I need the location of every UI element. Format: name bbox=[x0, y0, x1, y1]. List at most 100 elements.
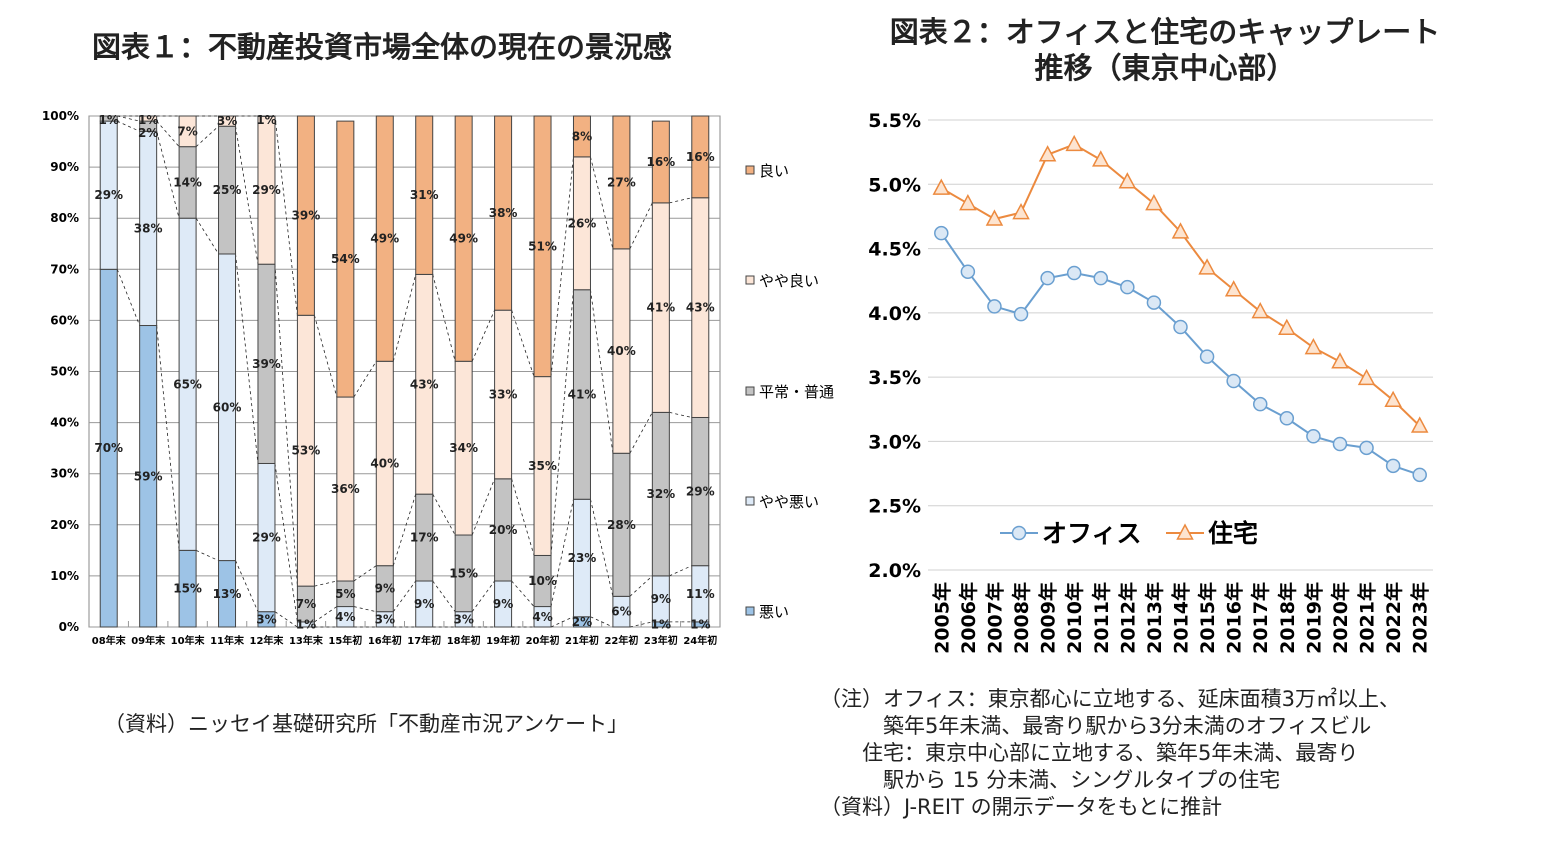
chart1-connector-line bbox=[117, 115, 140, 122]
chart1-data-label: 29% bbox=[252, 531, 281, 545]
chart1-connector-line bbox=[550, 499, 574, 607]
chart2-data-point bbox=[985, 209, 1004, 226]
chart1-data-label: 43% bbox=[410, 377, 439, 391]
chart2-xtick-label: 2009年 bbox=[1037, 582, 1060, 654]
chart1-connector-line bbox=[629, 202, 653, 250]
chart1-data-label: 53% bbox=[292, 444, 321, 458]
chart1-data-label: 49% bbox=[449, 232, 478, 246]
chart1-data-label: 5% bbox=[335, 587, 355, 601]
chart1-connector-line bbox=[550, 156, 574, 377]
chart1-legend-swatch bbox=[745, 606, 755, 616]
chart2-data-point bbox=[1146, 295, 1162, 310]
chart2-xtick-label: 2006年 bbox=[957, 582, 980, 654]
chart1-bar-segment bbox=[612, 115, 631, 250]
chart1-data-label: 8% bbox=[572, 129, 592, 143]
chart1-data-label: 1% bbox=[651, 617, 671, 631]
chart1-data-label: 9% bbox=[375, 582, 395, 596]
chart1-bar-segment bbox=[257, 115, 276, 117]
note-line: （注）オフィス：東京都心に立地する、延床面積3万㎡以上、 bbox=[820, 687, 1400, 711]
chart1-bar-segment bbox=[99, 115, 118, 122]
chart1-data-label: 17% bbox=[410, 531, 439, 545]
chart1-ytick-label: 90% bbox=[50, 160, 79, 174]
note-line: 住宅：東京中心部に立地する、築年5年未満、最寄り bbox=[820, 741, 1359, 765]
chart2-data-point bbox=[1226, 373, 1241, 389]
chart1-connector-line bbox=[353, 361, 377, 398]
chart2-data-point bbox=[959, 193, 977, 211]
chart1-data-label: 29% bbox=[686, 485, 715, 499]
chart1-connector-line bbox=[314, 606, 338, 623]
chart1-bar-segment bbox=[415, 115, 434, 275]
chart2-data-point bbox=[1038, 145, 1057, 162]
chart1-ytick-label: 20% bbox=[50, 518, 79, 532]
chart2-xtick-label: 2008年 bbox=[1010, 582, 1033, 654]
chart1-legend-label: やや良い bbox=[759, 272, 819, 290]
chart1-legend-swatch bbox=[745, 386, 755, 396]
chart2-data-point bbox=[1173, 319, 1188, 335]
chart2-xtick-label: 2016年 bbox=[1223, 582, 1246, 654]
chart2-data-point bbox=[987, 299, 1002, 314]
chart1-xtick-label: 10年末 bbox=[171, 634, 206, 647]
chart1-data-label: 20% bbox=[489, 523, 518, 537]
chart2-title: 図表２：オフィスと住宅のキャップレート 推移（東京中心部） bbox=[860, 14, 1470, 86]
chart1-xtick-label: 20年初 bbox=[526, 634, 560, 647]
chart1-data-label: 35% bbox=[528, 459, 557, 473]
chart1-connector-line bbox=[274, 463, 298, 622]
chart1-data-label: 6% bbox=[611, 605, 631, 619]
chart1-data-label: 9% bbox=[493, 597, 513, 611]
chart2-series-line bbox=[940, 232, 1421, 476]
chart1-connector-line bbox=[590, 499, 614, 597]
chart1-data-label: 1% bbox=[690, 617, 710, 631]
chart1-bar-segment bbox=[494, 115, 513, 311]
chart1-xtick-label: 11年末 bbox=[210, 634, 245, 647]
chart2-xtick-label: 2018年 bbox=[1276, 582, 1299, 654]
chart2-legend-marker bbox=[1176, 523, 1194, 540]
chart2-data-point bbox=[1410, 416, 1429, 433]
chart1-data-label: 28% bbox=[607, 518, 636, 532]
chart1-data-label: 29% bbox=[252, 183, 281, 197]
chart1-data-label: 3% bbox=[375, 612, 395, 626]
chart1-ytick-label: 10% bbox=[50, 569, 79, 583]
note-line: 築年5年未満、最寄り駅から3分未満のオフィスビル bbox=[820, 714, 1372, 738]
chart1-connector-line bbox=[669, 411, 692, 418]
chart1-connector-line bbox=[392, 274, 417, 362]
chart1-data-label: 32% bbox=[646, 487, 675, 501]
chart1-xtick-label: 15年初 bbox=[328, 634, 362, 647]
chart1-connector-line bbox=[235, 126, 259, 265]
chart1-xtick-label: 23年初 bbox=[644, 634, 678, 647]
chart2-data-point bbox=[1065, 134, 1083, 152]
chart1-data-label: 39% bbox=[252, 357, 281, 371]
chart1-data-label: 54% bbox=[331, 252, 360, 266]
chart2-xtick-label: 2011年 bbox=[1090, 582, 1113, 654]
chart1-connector-line bbox=[629, 412, 653, 454]
chart1-bar-segment bbox=[218, 115, 237, 127]
chart1-connector-line bbox=[156, 325, 180, 551]
chart1-data-label: 15% bbox=[173, 582, 202, 596]
chart1-legend-label: 良い bbox=[759, 162, 789, 180]
chart1-data-label: 3% bbox=[453, 612, 473, 626]
chart1-connector-line bbox=[314, 580, 337, 587]
chart1-data-label: 13% bbox=[213, 587, 242, 601]
chart2-data-point bbox=[1145, 193, 1163, 211]
chart1-data-label: 29% bbox=[94, 188, 123, 202]
chart2-data-point bbox=[1412, 467, 1427, 483]
chart2-xtick-label: 2014年 bbox=[1170, 582, 1193, 654]
chart1-connector-line bbox=[235, 253, 259, 464]
chart1-bar-segment bbox=[178, 115, 197, 148]
chart2-xtick-label: 2023年 bbox=[1409, 582, 1432, 654]
chart2-xtick-label: 2005年 bbox=[930, 582, 953, 654]
chart1-data-label: 14% bbox=[173, 175, 202, 189]
chart1-data-label: 11% bbox=[686, 587, 715, 601]
chart2-data-point bbox=[1385, 458, 1401, 474]
chart2-data-point bbox=[1331, 352, 1349, 369]
chart1-data-label: 49% bbox=[370, 232, 399, 246]
chart1-xtick-label: 24年初 bbox=[683, 634, 717, 647]
chart1-xtick-label: 09年末 bbox=[131, 634, 166, 647]
chart1-connector-line bbox=[195, 125, 219, 147]
chart2-ytick-label: 2.5% bbox=[868, 496, 921, 518]
chart1-connector-line bbox=[314, 315, 338, 398]
chart1-connector-line bbox=[117, 120, 140, 132]
chart1-connector-line bbox=[274, 611, 298, 628]
chart1-bar-segment bbox=[454, 115, 473, 362]
chart2-data-point bbox=[1306, 429, 1321, 444]
chart1-connector-line bbox=[590, 156, 614, 249]
